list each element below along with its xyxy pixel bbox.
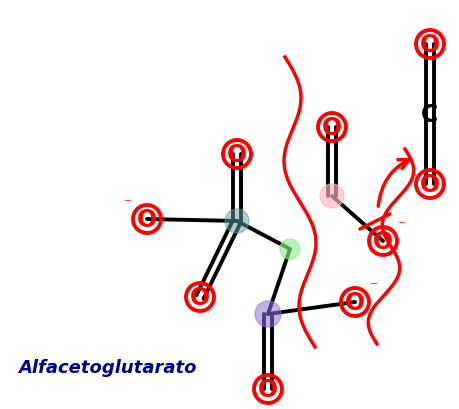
Text: Alfacetoglutarato: Alfacetoglutarato (18, 358, 196, 376)
Text: O: O (137, 207, 157, 231)
Text: O: O (344, 290, 364, 314)
Text: O: O (372, 229, 392, 254)
Text: O: O (419, 33, 439, 57)
Circle shape (254, 301, 280, 327)
Circle shape (280, 239, 299, 259)
Text: ⁻: ⁻ (369, 279, 377, 294)
Circle shape (224, 209, 248, 234)
Text: O: O (257, 377, 277, 401)
Circle shape (319, 184, 343, 209)
Text: ⁻: ⁻ (124, 196, 132, 211)
Text: O: O (190, 285, 210, 309)
Text: O: O (419, 173, 439, 196)
Text: ⁻: ⁻ (397, 218, 405, 233)
Text: O: O (226, 143, 246, 166)
Text: O: O (321, 116, 341, 139)
Text: C: C (420, 103, 438, 127)
